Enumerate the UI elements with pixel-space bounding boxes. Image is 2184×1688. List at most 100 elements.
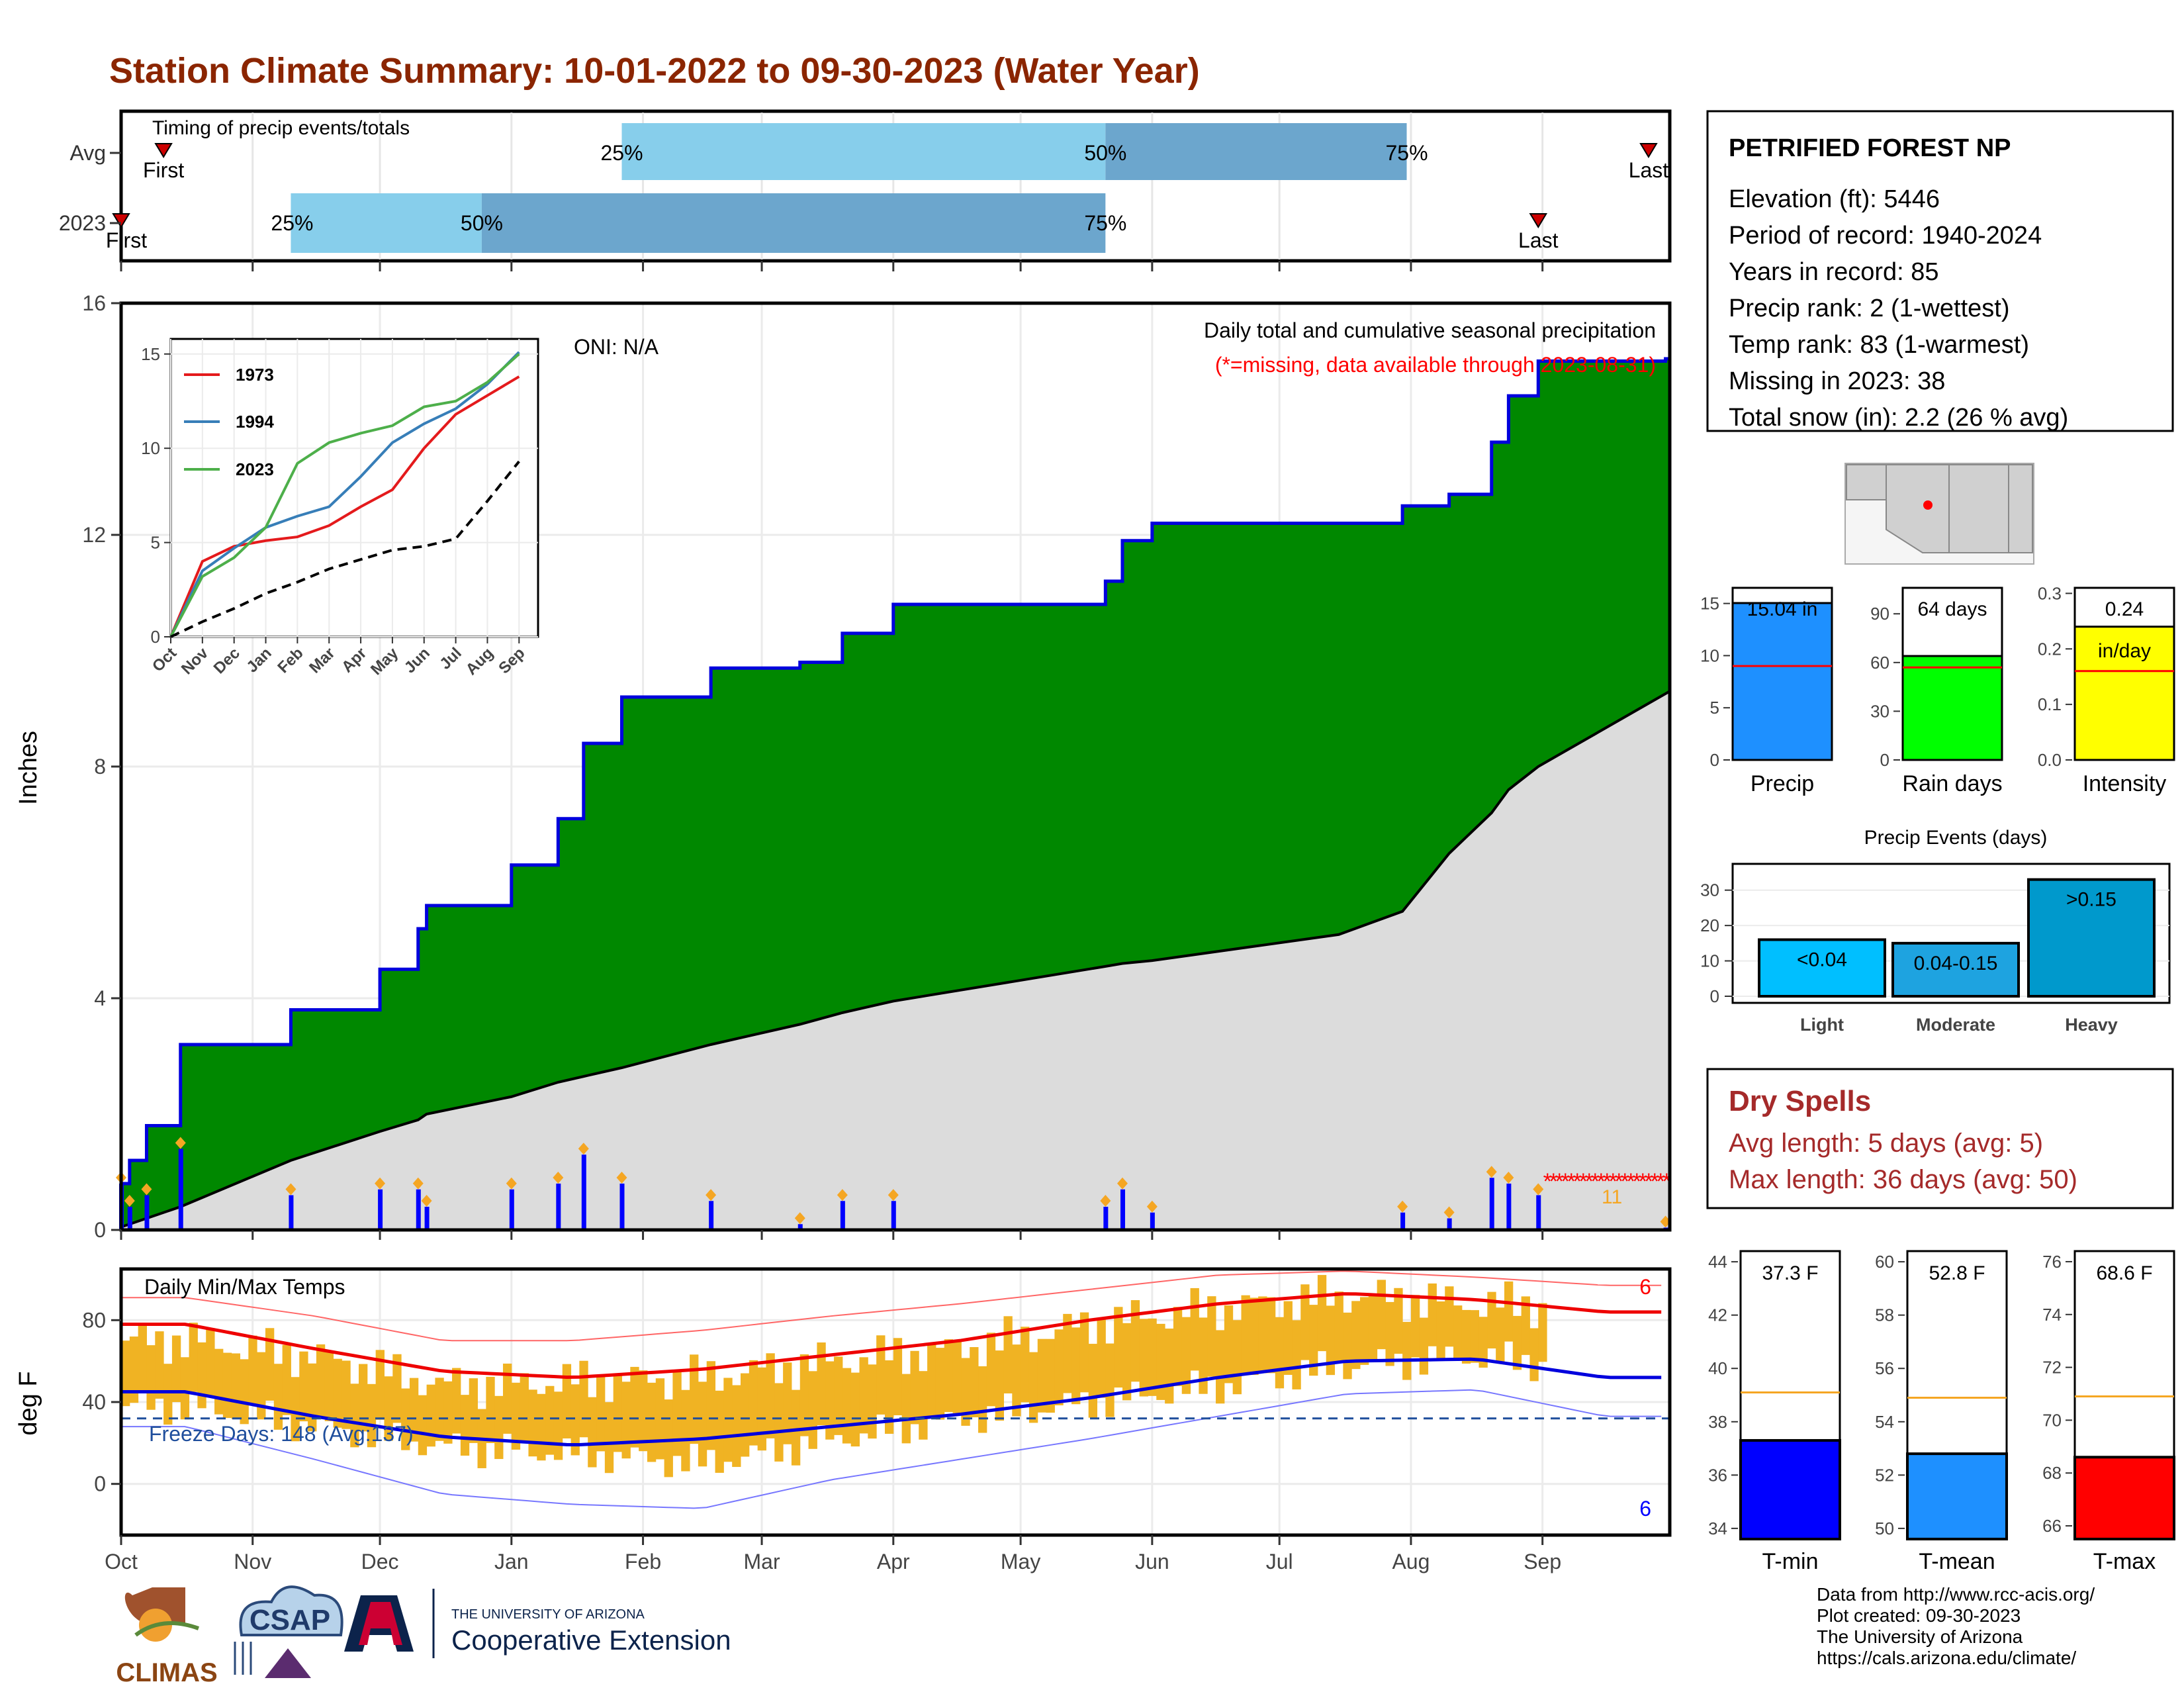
daily-precip-bar [581, 1154, 586, 1230]
daily-temp-bar [1504, 1281, 1514, 1342]
daily-temp-bar [706, 1361, 716, 1450]
station-snow: Total snow (in): 2.2 (26 % avg) [1729, 404, 2068, 432]
daily-temp-bar [375, 1350, 385, 1420]
average-cumulative-line [120, 690, 1670, 1229]
daily-temp-bar [690, 1354, 699, 1444]
daily-temp-bar [121, 1340, 130, 1407]
snow-marker-icon [141, 1183, 152, 1196]
y2023-p50-label: 50% [461, 211, 503, 235]
daily-temp-bar [316, 1344, 326, 1417]
station-temp-rank: Temp rank: 83 (1-warmest) [1729, 331, 2029, 359]
mini-bar-label: Rain days [1902, 771, 2002, 796]
daily-temp-bar [273, 1364, 283, 1430]
missing-day-marker: * [1657, 1169, 1665, 1194]
logo-university-of-arizona: THE UNIVERSITY OF ARIZONA Cooperative Ex… [344, 1589, 731, 1658]
month-label: Jan [494, 1550, 529, 1573]
daily-temp-bar [1173, 1307, 1183, 1386]
snow-marker-icon [1486, 1166, 1497, 1178]
daily-temp-bar [834, 1356, 843, 1435]
daily-temp-bar [502, 1363, 512, 1434]
daily-temp-bar [1300, 1284, 1310, 1360]
timing-row-avg: Avg [69, 141, 106, 165]
precip-ytick-label: 0 [94, 1218, 106, 1242]
mini-bar-ytick-label: 90 [1870, 604, 1889, 624]
daily-temp-bar [783, 1362, 792, 1444]
temp-ytick-label: 80 [82, 1308, 106, 1332]
month-label: Aug [1392, 1550, 1430, 1573]
daily-temp-bar [732, 1385, 741, 1468]
temp-summary-label: T-max [2093, 1549, 2156, 1574]
daily-temp-bar [1283, 1301, 1293, 1375]
month-label: Feb [625, 1550, 661, 1573]
timing-bar-upper [1105, 123, 1407, 180]
missing-day-marker: * [1645, 1169, 1653, 1194]
daily-temp-bar [1054, 1329, 1064, 1405]
snow-marker-icon [1100, 1195, 1111, 1207]
record-low-count: 6 [1639, 1497, 1651, 1521]
daily-temp-bar [341, 1360, 351, 1429]
snow-marker-icon [1116, 1177, 1128, 1190]
temp-summary-value: 68.6 F [2096, 1262, 2152, 1284]
timing-label: Timing of precip events/totals [152, 117, 410, 139]
temp-summary-ytick-label: 34 [1708, 1519, 1727, 1538]
dry-spells-frame [1706, 1068, 2174, 1209]
daily-temp-bar [749, 1360, 758, 1446]
inset-line-1973 [169, 375, 520, 637]
events-ytick-label: 10 [1700, 951, 1719, 971]
daily-temp-bar [1224, 1305, 1234, 1383]
daily-temp-bar [1199, 1317, 1208, 1394]
daily-temp-bar [1512, 1315, 1522, 1370]
station-name: PETRIFIED FOREST NP [1729, 134, 2011, 162]
timing-marker-icon [154, 143, 173, 158]
daily-temp-bar [1114, 1307, 1123, 1388]
daily-temp-bar [1529, 1328, 1539, 1382]
daily-temp-bar [214, 1348, 224, 1415]
month-label: Dec [361, 1550, 399, 1573]
mini-bar-ytick-label: 60 [1870, 653, 1889, 673]
daily-temp-bar [1410, 1295, 1420, 1358]
mini-bar-ytick-label: 5 [1710, 698, 1719, 718]
mini-bar-value-text: 64 days [1917, 598, 1987, 620]
temp-summary-label: T-mean [1919, 1549, 1995, 1574]
mini-bar-value-text: 0.24 [2105, 598, 2144, 620]
missing-day-marker: * [1585, 1169, 1594, 1194]
inset-ytick-label: 10 [141, 438, 160, 458]
missing-day-marker: * [1549, 1169, 1558, 1194]
daily-temp-bar [961, 1358, 970, 1426]
daily-temp-bar [723, 1378, 733, 1462]
mini-bar-label: Precip [1751, 771, 1814, 796]
daily-temp-bar [435, 1378, 444, 1441]
y2023-p75-label: 75% [1084, 211, 1126, 235]
mini-bar-value-text: in/day [2098, 640, 2151, 662]
missing-day-marker: * [1639, 1169, 1647, 1194]
inset-ytick-label: 0 [151, 627, 160, 647]
daily-temp-bar [426, 1384, 435, 1447]
daily-temp-bar [1470, 1310, 1480, 1363]
station-location-marker [1923, 500, 1933, 510]
events-category-label: Moderate [1916, 1015, 1995, 1035]
daily-temp-bar [1266, 1297, 1276, 1374]
station-precip-rank: Precip rank: 2 (1-wettest) [1729, 295, 2009, 322]
record-high-line [121, 1270, 1662, 1342]
timing-marker-icon [112, 213, 130, 228]
daily-temp-bar [919, 1371, 928, 1440]
daily-temp-bar [825, 1361, 835, 1440]
average-cumulative-area [121, 691, 1670, 1230]
station-period: Period of record: 1940-2024 [1729, 222, 2042, 250]
daily-temp-bar [1538, 1303, 1547, 1362]
events-bar-label: <0.04 [1797, 949, 1847, 971]
precip-events-chart: Precip Events (days) 0 10 20 30 <0.04 Light 0.… [1700, 827, 2171, 1035]
footer-credits: Data from http://www.rcc-acis.org/ Plot … [1817, 1584, 2095, 1668]
dry-spells-avg: Avg length: 5 days (avg: 5) [1729, 1129, 2043, 1158]
station-info-box: PETRIFIED FOREST NP Elevation (ft): 5446… [1706, 110, 2174, 432]
events-title: Precip Events (days) [1864, 827, 2048, 849]
temp-summary-ytick-label: 54 [1875, 1412, 1894, 1432]
mini-bar-label: Intensity [2083, 771, 2167, 796]
map-state-texas [2008, 464, 2033, 553]
temp-summary-ytick-label: 36 [1708, 1465, 1727, 1485]
daily-precip-bar [178, 1149, 183, 1230]
daily-temp-bar [553, 1391, 563, 1460]
daily-temp-bar [257, 1352, 266, 1420]
surplus-area [121, 359, 1670, 1227]
daily-temp-bar [1207, 1296, 1216, 1377]
